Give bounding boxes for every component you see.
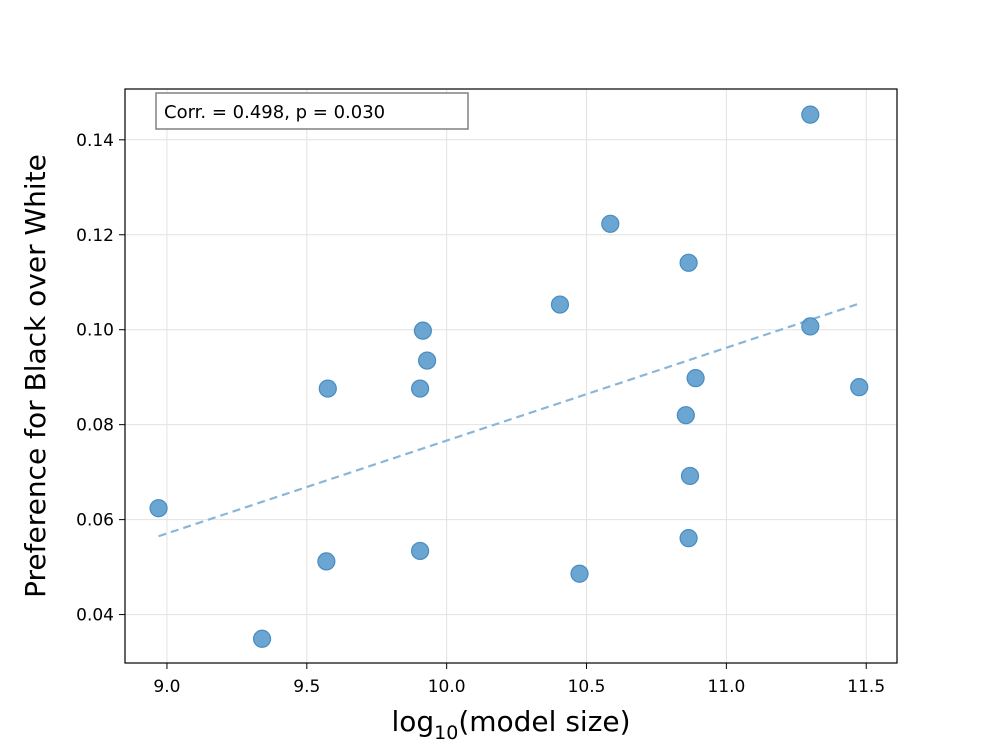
trend-layer — [158, 302, 860, 538]
x-axis-label-base: log — [391, 705, 434, 738]
scatter-point — [413, 321, 432, 340]
scatter-point — [149, 499, 168, 518]
x-axis-ticks: 9.0 9.5 10.0 10.5 11.0 11.5 — [153, 663, 885, 697]
scatter-point — [676, 406, 695, 425]
y-axis-ticks: 0.04 0.06 0.08 0.10 0.12 0.14 — [76, 131, 125, 626]
annotation-text: Corr. = 0.498, p = 0.030 — [164, 102, 385, 123]
scatter-point — [570, 564, 589, 583]
y-tick-label: 0.08 — [76, 416, 114, 436]
scatter-point — [410, 379, 430, 398]
scatter-point — [801, 317, 820, 336]
x-tick-label: 9.0 — [153, 677, 180, 697]
plot-frame — [124, 88, 898, 664]
scatter-point — [417, 351, 437, 370]
y-tick-label: 0.06 — [76, 511, 114, 531]
scatter-point — [680, 466, 700, 486]
scatter-point — [318, 379, 337, 398]
x-axis-label: log10(model size) — [391, 705, 630, 744]
scatter-point — [850, 378, 869, 397]
y-tick-label: 0.04 — [76, 606, 114, 626]
scatter-point — [252, 629, 272, 648]
scatter-point — [317, 552, 336, 571]
x-axis-label-rest: (model size) — [458, 705, 630, 738]
trend-line — [158, 302, 860, 538]
annotation-box — [155, 92, 469, 130]
x-tick-label: 11.5 — [847, 677, 885, 697]
x-axis-label-subscript: 10 — [434, 722, 458, 744]
scatter-point — [679, 529, 698, 548]
grid-layer — [125, 89, 897, 663]
points-layer — [149, 105, 869, 648]
x-tick-label: 11.0 — [707, 677, 745, 697]
y-tick-label: 0.14 — [76, 131, 114, 151]
scatter-point — [801, 105, 820, 124]
scatter-point — [410, 541, 430, 561]
x-tick-label: 10.0 — [428, 677, 466, 697]
y-tick-label: 0.12 — [76, 226, 114, 246]
scatter-point — [679, 253, 698, 272]
scatter-point — [686, 369, 705, 388]
x-tick-label: 9.5 — [293, 677, 320, 697]
y-tick-label: 0.10 — [76, 321, 114, 341]
scatter-point — [601, 214, 620, 233]
x-tick-label: 10.5 — [568, 677, 606, 697]
correlation-annotation: Corr. = 0.498, p = 0.030 — [155, 92, 469, 130]
scatter-point — [550, 295, 570, 314]
y-axis-label: Preference for Black over White — [19, 154, 52, 598]
